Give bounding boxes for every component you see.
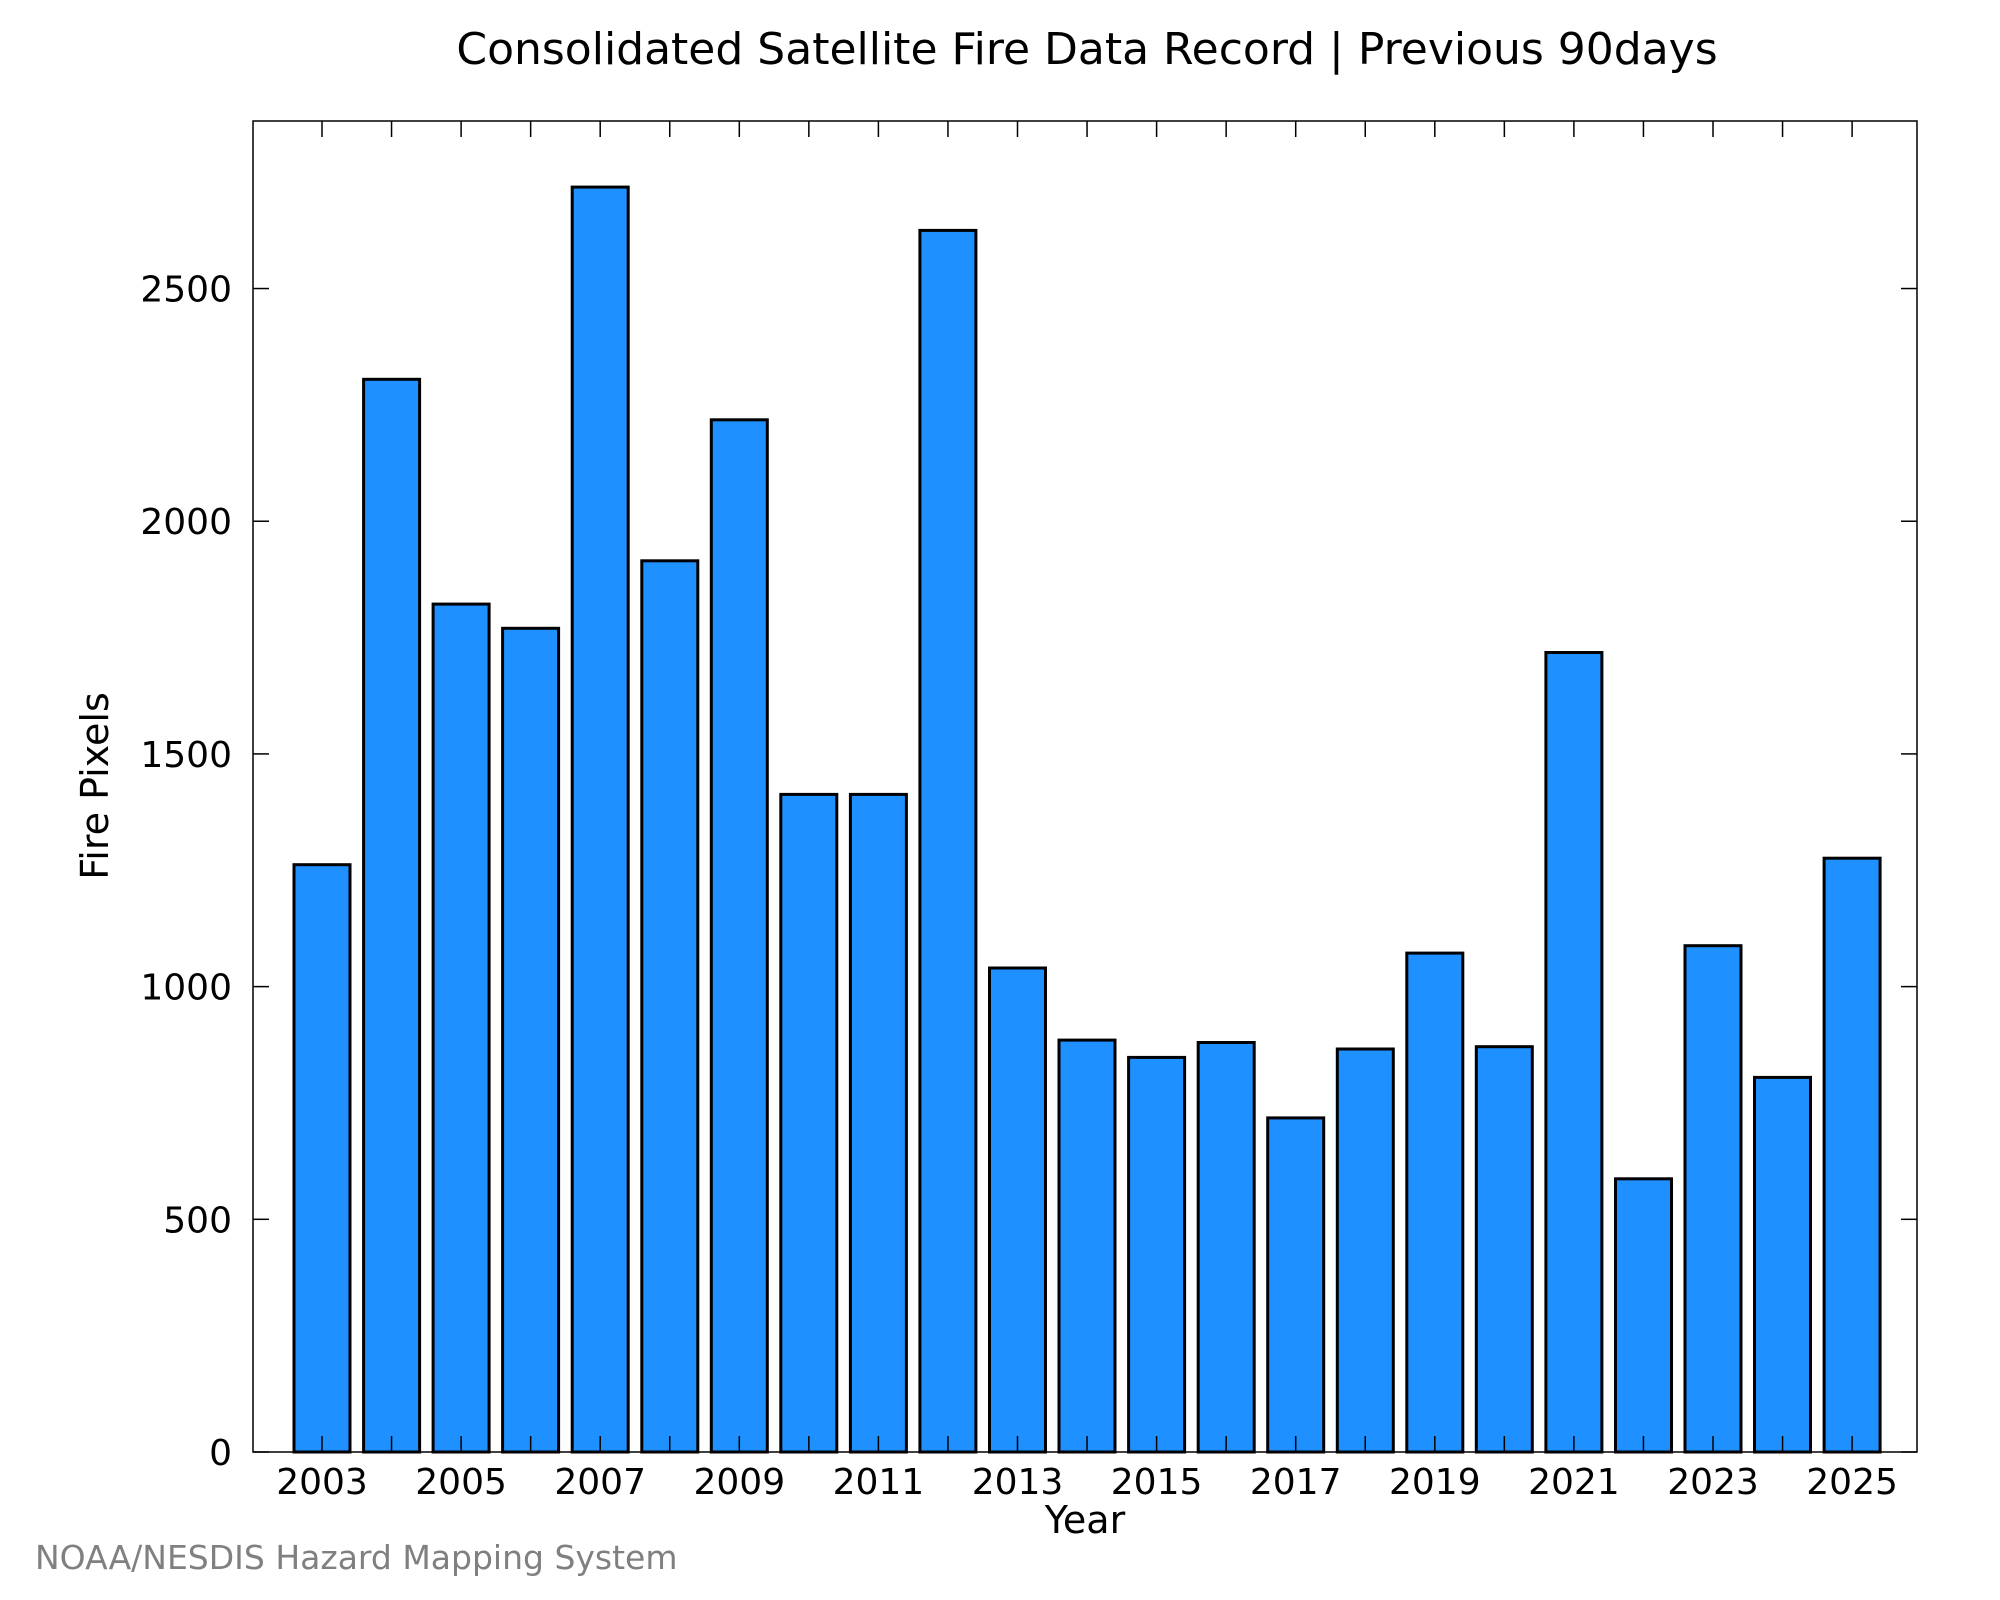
x-tick-label-2015: 2015 [1111, 1462, 1203, 1503]
bar-2003 [292, 863, 352, 1454]
x-tick-labels: 2003 2005 2007 2009 2011 2013 2015 2017 2019 2021… [276, 1462, 1898, 1503]
bar-2006 [501, 626, 561, 1454]
bar-2014 [1057, 1038, 1117, 1454]
chart-title: Consolidated Satellite Fire Data Record … [456, 24, 1717, 75]
x-tick-label-2019: 2019 [1389, 1462, 1481, 1503]
y-tick-label-1000: 1000 [140, 968, 232, 1009]
bar-2025 [1822, 856, 1882, 1454]
source-credit: NOAA/NESDIS Hazard Mapping System [35, 1538, 678, 1577]
bar-2021 [1544, 651, 1604, 1454]
x-tick-label-2017: 2017 [1250, 1462, 1342, 1503]
plot-frame [252, 120, 1918, 1453]
y-tick-labels: 0 500 1000 1500 2000 2500 [140, 270, 232, 1474]
bar-2015 [1127, 1055, 1187, 1454]
bar-2020 [1474, 1045, 1534, 1454]
bars-group [292, 185, 1882, 1454]
bar-2022 [1614, 1177, 1673, 1454]
x-tick-label-2005: 2005 [415, 1462, 507, 1503]
bar-2007 [570, 185, 630, 1454]
bar-2012 [918, 228, 978, 1454]
x-tick-label-2013: 2013 [972, 1462, 1064, 1503]
x-tick-label-2025: 2025 [1806, 1462, 1898, 1503]
bar-2008 [640, 559, 700, 1454]
bar-2024 [1753, 1075, 1812, 1454]
y-tick-label-2500: 2500 [140, 270, 232, 311]
x-tick-label-2003: 2003 [276, 1462, 368, 1503]
bar-2023 [1683, 944, 1743, 1454]
bar-2017 [1266, 1116, 1326, 1454]
y-axis-label: Fire Pixels [73, 692, 117, 880]
x-axis-label: Year [1044, 1498, 1126, 1542]
x-tick-label-2007: 2007 [554, 1462, 646, 1503]
bar-2005 [431, 602, 491, 1454]
x-tick-label-2021: 2021 [1528, 1462, 1620, 1503]
bar-2013 [988, 966, 1047, 1454]
y-tick-label-2000: 2000 [140, 502, 232, 543]
y-tick-label-500: 500 [163, 1200, 232, 1241]
x-tick-label-2011: 2011 [833, 1462, 925, 1503]
bar-2004 [362, 377, 422, 1454]
bar-2019 [1405, 951, 1465, 1454]
axis-ticks [253, 121, 1917, 1453]
bar-2018 [1335, 1047, 1395, 1454]
bar-2011 [848, 792, 908, 1454]
bar-2009 [709, 418, 769, 1454]
x-tick-label-2009: 2009 [693, 1462, 785, 1503]
y-tick-label-1500: 1500 [140, 735, 232, 776]
bar-2010 [779, 792, 839, 1454]
bar-2016 [1196, 1041, 1256, 1454]
x-tick-label-2023: 2023 [1667, 1462, 1759, 1503]
y-tick-label-0: 0 [209, 1433, 232, 1474]
